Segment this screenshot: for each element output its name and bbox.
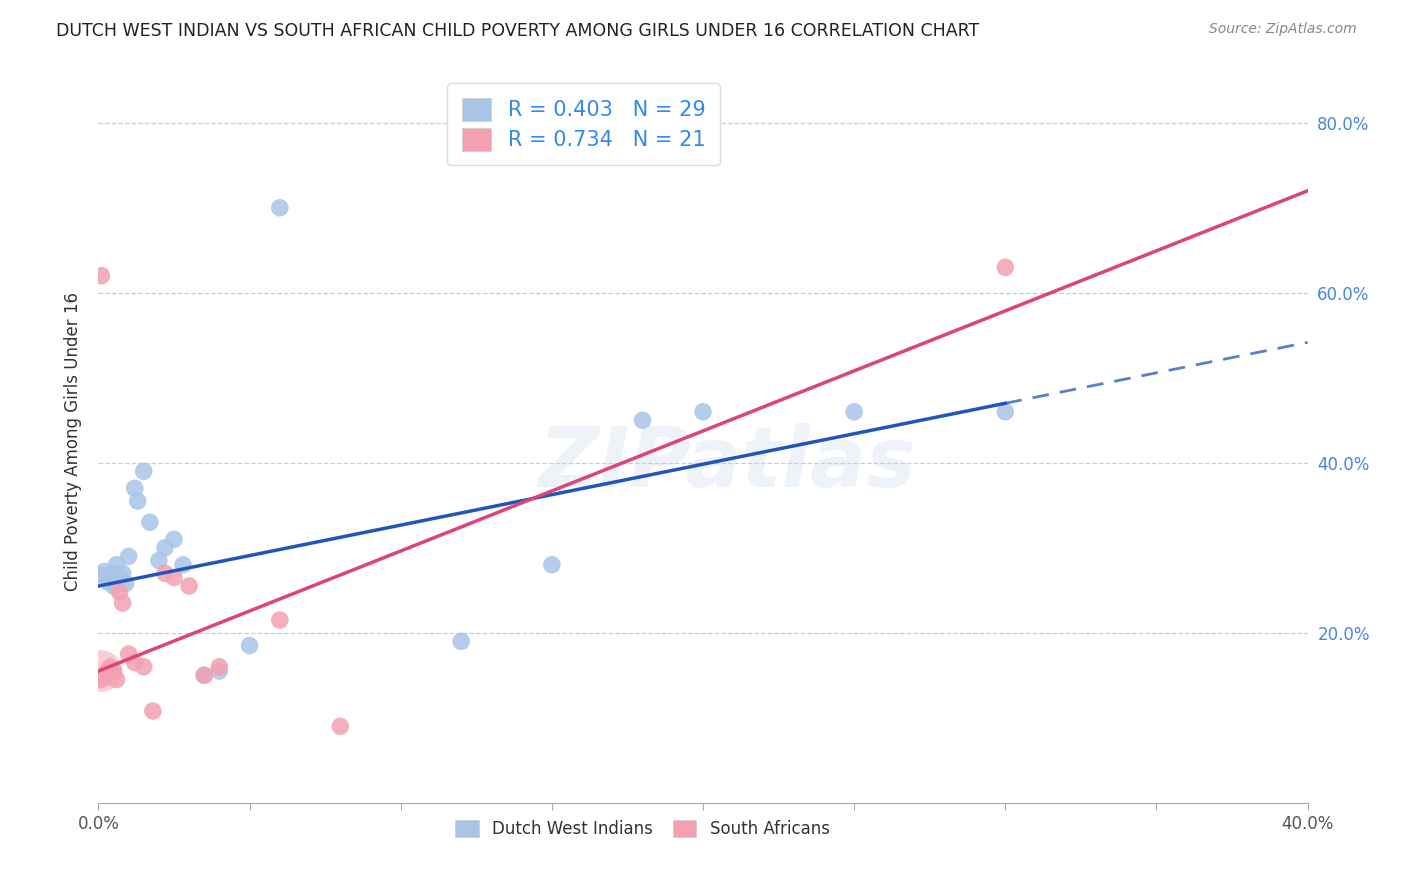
Point	[100, 660, 122, 674]
Point	[103, 664, 125, 678]
Legend: Dutch West Indians, South Africans: Dutch West Indians, South Africans	[449, 814, 837, 845]
Point	[193, 668, 215, 682]
Point	[153, 566, 176, 581]
Point	[114, 576, 136, 591]
Point	[124, 656, 146, 670]
Point	[90, 268, 112, 283]
Point	[193, 668, 215, 682]
Point	[118, 549, 141, 564]
Point	[132, 660, 155, 674]
Point	[631, 413, 654, 427]
Point	[142, 704, 165, 718]
Point	[172, 558, 194, 572]
Point	[90, 673, 112, 687]
Point	[100, 570, 122, 584]
Text: ZIPatlas: ZIPatlas	[538, 423, 917, 504]
Point	[540, 558, 562, 572]
Point	[148, 553, 170, 567]
Point	[105, 558, 128, 572]
Point	[111, 566, 134, 581]
Point	[132, 464, 155, 478]
Point	[139, 516, 162, 530]
Point	[269, 201, 291, 215]
Point	[90, 664, 112, 678]
Point	[127, 494, 149, 508]
Point	[269, 613, 291, 627]
Point	[96, 664, 118, 678]
Point	[93, 668, 115, 682]
Point	[103, 566, 125, 581]
Point	[108, 585, 131, 599]
Point	[844, 405, 866, 419]
Point	[329, 719, 352, 733]
Point	[90, 568, 112, 582]
Point	[108, 570, 131, 584]
Point	[153, 541, 176, 555]
Point	[118, 647, 141, 661]
Point	[208, 664, 231, 678]
Point	[450, 634, 472, 648]
Point	[692, 405, 714, 419]
Point	[163, 533, 186, 547]
Point	[994, 405, 1017, 419]
Point	[93, 565, 115, 579]
Point	[105, 673, 128, 687]
Point	[96, 574, 118, 589]
Point	[163, 570, 186, 584]
Point	[179, 579, 201, 593]
Point	[124, 481, 146, 495]
Y-axis label: Child Poverty Among Girls Under 16: Child Poverty Among Girls Under 16	[63, 292, 82, 591]
Point	[239, 639, 262, 653]
Point	[111, 596, 134, 610]
Text: DUTCH WEST INDIAN VS SOUTH AFRICAN CHILD POVERTY AMONG GIRLS UNDER 16 CORRELATIO: DUTCH WEST INDIAN VS SOUTH AFRICAN CHILD…	[56, 22, 980, 40]
Point	[103, 579, 125, 593]
Point	[994, 260, 1017, 275]
Text: Source: ZipAtlas.com: Source: ZipAtlas.com	[1209, 22, 1357, 37]
Point	[208, 660, 231, 674]
